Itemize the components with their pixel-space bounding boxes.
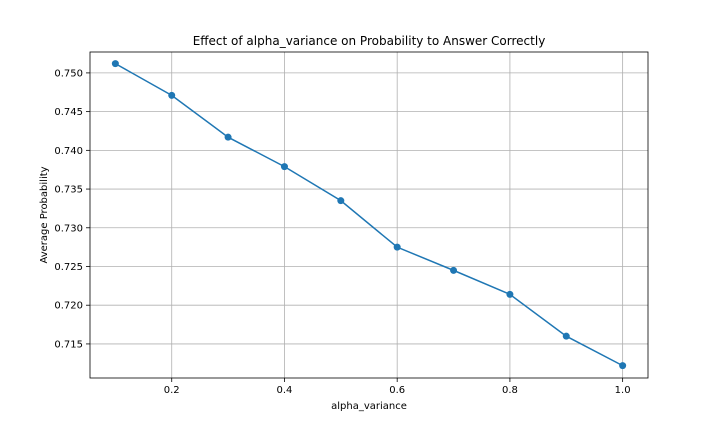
y-tick-label: 0.750 xyxy=(54,68,83,79)
grid-lines xyxy=(90,52,648,378)
data-point xyxy=(224,133,232,141)
data-point xyxy=(450,266,458,274)
x-tick-label: 0.8 xyxy=(502,385,518,396)
chart-title: Effect of alpha_variance on Probability … xyxy=(193,34,546,48)
data-point xyxy=(506,290,514,298)
x-tick-label: 0.2 xyxy=(164,385,180,396)
y-tick-label: 0.720 xyxy=(54,301,83,312)
y-tick-label: 0.715 xyxy=(54,339,83,350)
x-tick-label: 0.6 xyxy=(389,385,405,396)
y-tick-label: 0.730 xyxy=(54,223,83,234)
y-axis-label: Average Probability xyxy=(39,166,50,263)
data-point xyxy=(562,332,570,340)
series-line xyxy=(114,62,623,367)
plot-area-frame xyxy=(89,51,649,379)
series-layer xyxy=(111,60,627,370)
data-point xyxy=(337,197,345,205)
y-tick-label: 0.745 xyxy=(54,107,83,118)
data-point xyxy=(280,163,288,171)
data-point xyxy=(111,60,119,68)
data-point xyxy=(393,243,401,251)
y-tick-label: 0.740 xyxy=(54,146,83,157)
x-tick-label: 1.0 xyxy=(615,385,631,396)
y-tick-label: 0.725 xyxy=(54,262,83,273)
x-tick-label: 0.4 xyxy=(277,385,293,396)
axis-ticks: 0.2 0.4 0.6 0.8 1.0 0.715 0.720 0.725 0.730 0.735… xyxy=(54,68,630,396)
x-axis-label: alpha_variance xyxy=(331,401,407,412)
data-point xyxy=(168,91,176,99)
y-tick-label: 0.735 xyxy=(54,185,83,196)
data-point xyxy=(619,362,627,370)
